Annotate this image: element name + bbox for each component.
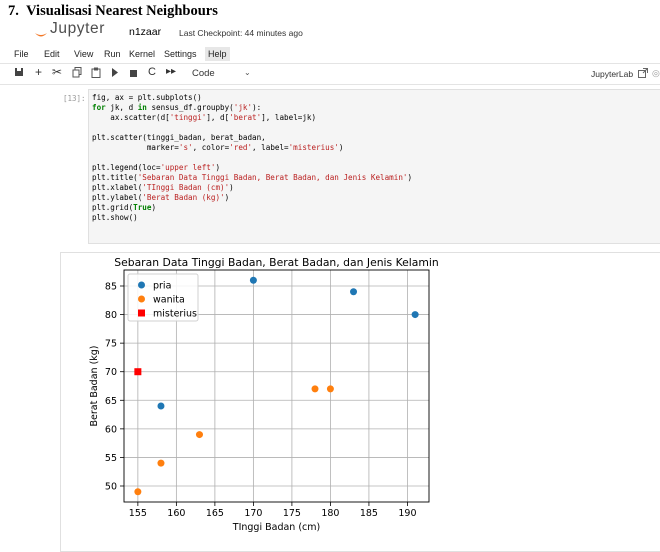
checkpoint-status: Last Checkpoint: 44 minutes ago	[179, 28, 303, 38]
data-point-misterius	[134, 368, 142, 376]
menu-edit[interactable]: Edit	[44, 49, 60, 59]
code-line: fig, ax = plt.subplots()	[92, 93, 202, 102]
code-line: for jk, d in sensus_df.groupby('jk'):	[92, 103, 262, 112]
y-axis-label: Berat Badan (kg)	[89, 345, 100, 426]
code-line: marker='s', color='red', label='misteriu…	[92, 143, 344, 152]
kernel-name[interactable]: JupyterLab	[591, 69, 634, 79]
data-point-pria	[157, 402, 165, 410]
legend-box	[127, 273, 199, 322]
section-heading: 7. Visualisasi Nearest Neighbours	[8, 3, 218, 19]
y-tick-label: 85	[105, 282, 117, 293]
notebook-toolbar: + ✂ C ▸▸ Code ⌄ JupyterLab ◎	[0, 64, 660, 85]
x-tick-label: 155	[129, 508, 147, 519]
y-tick-label: 55	[105, 453, 117, 464]
chevron-down-icon[interactable]: ⌄	[244, 68, 251, 77]
y-tick-label: 60	[105, 424, 117, 435]
menu-view[interactable]: View	[74, 49, 94, 59]
copy-icon[interactable]	[72, 67, 82, 81]
fast-forward-icon[interactable]: ▸▸	[166, 66, 177, 77]
cell-prompt: [13]:	[63, 94, 86, 103]
cell-type-select[interactable]: Code	[192, 68, 215, 79]
jupyter-logo-icon	[35, 33, 47, 37]
data-point-wanita	[326, 385, 334, 393]
x-tick-label: 175	[283, 508, 301, 519]
menu-kernel[interactable]: Kernel	[129, 49, 156, 59]
code-line: plt.ylabel('Berat Badan (kg)')	[92, 193, 230, 202]
menu-run[interactable]: Run	[104, 49, 121, 59]
plot-frame	[123, 269, 430, 503]
y-tick-label: 70	[105, 367, 117, 378]
jupyter-logo-text[interactable]: Jupyter	[50, 20, 106, 37]
menu-file[interactable]: File	[14, 49, 29, 59]
data-point-pria	[350, 288, 358, 296]
legend-marker-wanita	[138, 295, 145, 303]
chart-title: Sebaran Data Tinggi Badan, Berat Badan, …	[114, 256, 439, 269]
legend-label-pria: pria	[153, 281, 171, 292]
x-tick-label: 160	[167, 508, 185, 519]
x-tick-label: 170	[244, 508, 262, 519]
cut-icon[interactable]: ✂	[52, 65, 63, 79]
kernel-status-icon: ◎	[652, 68, 660, 78]
code-editor[interactable]: fig, ax = plt.subplots() for jk, d in se…	[92, 93, 412, 223]
stop-icon[interactable]	[130, 69, 137, 80]
y-tick-label: 80	[105, 310, 117, 321]
data-point-wanita	[195, 431, 203, 439]
menu-settings[interactable]: Settings	[164, 49, 197, 59]
restart-icon[interactable]: C	[148, 66, 156, 78]
notebook-name[interactable]: n1zaar	[129, 26, 162, 38]
code-line: plt.show()	[92, 213, 138, 222]
code-cell[interactable]	[88, 89, 660, 244]
add-cell-icon[interactable]: +	[35, 65, 43, 79]
x-tick-label: 185	[360, 508, 378, 519]
run-icon[interactable]	[111, 68, 119, 80]
legend-label-misterius: misterius	[153, 309, 197, 320]
menu-help[interactable]: Help	[205, 47, 230, 61]
code-line: plt.legend(loc='upper left')	[92, 163, 221, 172]
x-tick-label: 165	[206, 508, 224, 519]
y-tick-label: 75	[105, 339, 117, 350]
data-point-pria	[411, 311, 419, 319]
save-icon[interactable]	[14, 67, 24, 80]
code-line: plt.xlabel('TInggi Badan (cm)')	[92, 183, 234, 192]
code-line: ax.scatter(d['tinggi'], d['berat'], labe…	[92, 113, 317, 122]
x-tick-label: 180	[321, 508, 339, 519]
legend-marker-pria	[138, 281, 145, 289]
x-tick-label: 190	[398, 508, 416, 519]
data-point-wanita	[134, 488, 142, 496]
data-point-pria	[249, 276, 257, 284]
code-line: plt.title('Sebaran Data Tinggi Badan, Be…	[92, 173, 413, 182]
data-point-wanita	[311, 385, 319, 393]
data-point-wanita	[157, 459, 165, 467]
menu-bar: File Edit View Run Kernel Settings Help	[0, 45, 660, 64]
open-new-tab-icon[interactable]	[638, 68, 648, 81]
code-line: plt.scatter(tinggi_badan, berat_badan,	[92, 133, 266, 142]
legend-label-wanita: wanita	[153, 295, 185, 306]
legend-marker-misterius	[138, 309, 145, 317]
paste-icon[interactable]	[91, 67, 101, 81]
x-axis-label: TInggi Badan (cm)	[232, 522, 320, 533]
code-line: plt.grid(True)	[92, 203, 157, 212]
y-tick-label: 50	[105, 482, 117, 493]
y-tick-label: 65	[105, 396, 117, 407]
